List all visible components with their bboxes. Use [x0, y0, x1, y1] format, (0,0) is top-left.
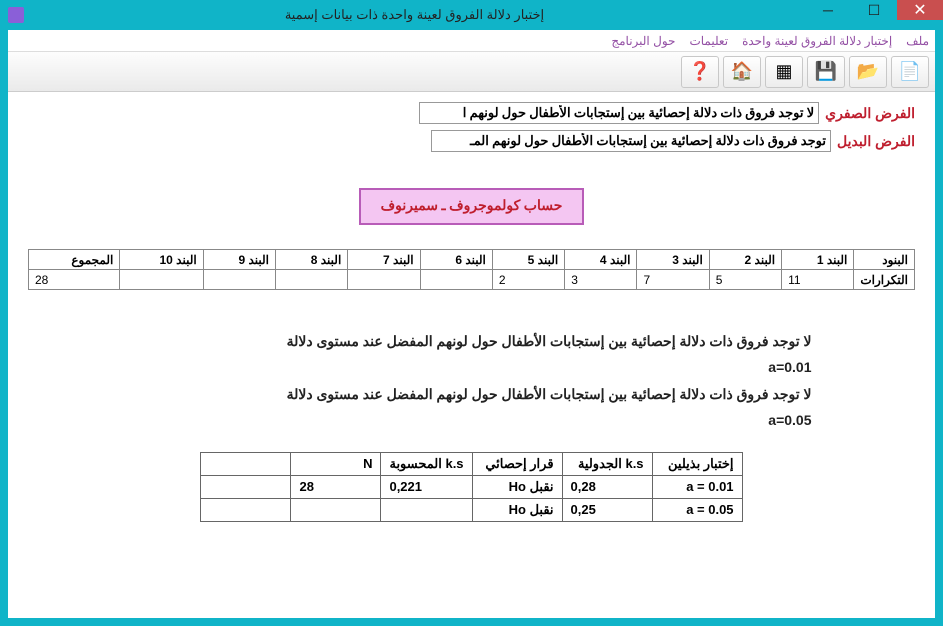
cell[interactable]: 3	[565, 270, 637, 290]
rtd	[381, 498, 472, 521]
col-header: البند 10	[120, 250, 203, 270]
col-header: البند 6	[420, 250, 492, 270]
rtd: نقبل Ho	[472, 475, 562, 498]
results-text: لا توجد فروق ذات دلالة إحصائية بين إستجا…	[132, 330, 812, 432]
content-area: الفرض الصفري الفرض البديل حساب كولموجروف…	[8, 92, 935, 532]
alt-hypothesis-label: الفرض البديل	[837, 133, 915, 150]
menubar: ملف إختبار دلالة الفروق لعينة واحدة تعلي…	[8, 30, 935, 52]
cell[interactable]: 2	[492, 270, 564, 290]
rtd: نقبل Ho	[472, 498, 562, 521]
col-header: البند 2	[709, 250, 781, 270]
col-header: البند 8	[276, 250, 348, 270]
calculate-button[interactable]: حساب كولموجروف ـ سميرنوف	[359, 188, 585, 225]
rtd	[201, 498, 291, 521]
cell[interactable]: 11	[782, 270, 854, 290]
result-line-2: لا توجد فروق ذات دلالة إحصائية بين إستجا…	[132, 383, 812, 405]
menu-instructions[interactable]: تعليمات	[689, 34, 728, 48]
cell[interactable]	[203, 270, 275, 290]
menu-about[interactable]: حول البرنامج	[611, 34, 675, 48]
alt-hypothesis-input[interactable]	[431, 130, 831, 152]
maximize-button[interactable]: ☐	[851, 0, 897, 20]
rtd: 0,28	[562, 475, 652, 498]
grid-button[interactable]: ▦	[765, 56, 803, 88]
home-button[interactable]: 🏠	[723, 56, 761, 88]
cell[interactable]	[348, 270, 420, 290]
app-icon	[8, 7, 24, 23]
titlebar: إختبار دلالة الفروق لعينة واحدة ذات بيان…	[0, 0, 943, 30]
window-controls: ─ ☐ ✕	[805, 0, 943, 30]
save-icon: 💾	[815, 61, 837, 82]
col-header: البند 7	[348, 250, 420, 270]
table-row: a = 0.01 0,28 نقبل Ho 0,221 28	[201, 475, 742, 498]
close-button[interactable]: ✕	[897, 0, 943, 20]
rth: إختبار بذيلين	[652, 452, 742, 475]
col-header: البند 4	[565, 250, 637, 270]
cell[interactable]	[420, 270, 492, 290]
new-icon: 📄	[899, 61, 921, 82]
result-line-1: لا توجد فروق ذات دلالة إحصائية بين إستجا…	[132, 330, 812, 352]
menu-file[interactable]: ملف	[906, 34, 929, 48]
null-hypothesis-label: الفرض الصفري	[825, 105, 915, 122]
cell[interactable]: 7	[637, 270, 709, 290]
cell[interactable]: 28	[29, 270, 120, 290]
rtd	[291, 498, 381, 521]
help-icon: ❓	[689, 61, 711, 82]
cell[interactable]	[120, 270, 203, 290]
rth	[201, 452, 291, 475]
minimize-button[interactable]: ─	[805, 0, 851, 20]
menu-test[interactable]: إختبار دلالة الفروق لعينة واحدة	[742, 34, 892, 48]
data-table-header-row: البنود البند 1 البند 2 البند 3 البند 4 ا…	[29, 250, 915, 270]
freq-label: التكرارات	[854, 270, 915, 290]
col-header: البند 1	[782, 250, 854, 270]
rth: قرار إحصائي	[472, 452, 562, 475]
rth: N	[291, 452, 381, 475]
window-title: إختبار دلالة الفروق لعينة واحدة ذات بيان…	[24, 7, 805, 23]
cell[interactable]	[276, 270, 348, 290]
rtd: 0,25	[562, 498, 652, 521]
null-hypothesis-input[interactable]	[419, 102, 819, 124]
grid-icon: ▦	[776, 61, 793, 82]
null-hypothesis-row: الفرض الصفري	[28, 102, 915, 124]
col-header: البند 5	[492, 250, 564, 270]
home-icon: 🏠	[731, 61, 753, 82]
col-header: البند 9	[203, 250, 275, 270]
rtd: 28	[291, 475, 381, 498]
new-button[interactable]: 📄	[891, 56, 929, 88]
alt-hypothesis-row: الفرض البديل	[28, 130, 915, 152]
open-button[interactable]: 📂	[849, 56, 887, 88]
col-header: البند 3	[637, 250, 709, 270]
rth: k.s الجدولية	[562, 452, 652, 475]
items-label: البنود	[854, 250, 915, 270]
rtd	[201, 475, 291, 498]
save-button[interactable]: 💾	[807, 56, 845, 88]
result-line-2b: a=0.05	[132, 409, 812, 431]
folder-icon: 📂	[857, 61, 879, 82]
results-header-row: إختبار بذيلين k.s الجدولية قرار إحصائي k…	[201, 452, 742, 475]
rtd: a = 0.01	[652, 475, 742, 498]
table-row: a = 0.05 0,25 نقبل Ho	[201, 498, 742, 521]
results-table: إختبار بذيلين k.s الجدولية قرار إحصائي k…	[200, 452, 742, 522]
result-line-1b: a=0.01	[132, 356, 812, 378]
col-header: المجموع	[29, 250, 120, 270]
rtd: 0,221	[381, 475, 472, 498]
rtd: a = 0.05	[652, 498, 742, 521]
toolbar: 📄 📂 💾 ▦ 🏠 ❓	[8, 52, 935, 92]
data-table-values-row: التكرارات 11 5 7 3 2 28	[29, 270, 915, 290]
rth: k.s المحسوبة	[381, 452, 472, 475]
data-table: البنود البند 1 البند 2 البند 3 البند 4 ا…	[28, 249, 915, 290]
help-button[interactable]: ❓	[681, 56, 719, 88]
cell[interactable]: 5	[709, 270, 781, 290]
